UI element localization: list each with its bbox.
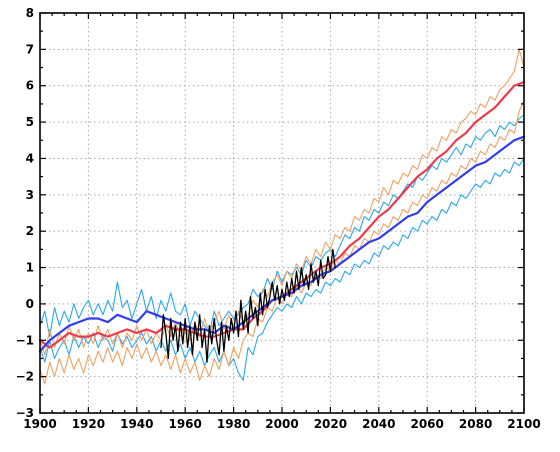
y-tick-label: 4 — [26, 151, 34, 165]
axis-ticks: 1900 1920 1940 1960 1980 2000 2020 2040 2060 2080… — [16, 6, 541, 431]
y-tick-label: 7 — [26, 42, 34, 56]
series-line-7 — [160, 248, 336, 363]
x-tick-label: 2080 — [459, 417, 492, 431]
x-tick-label: 2100 — [507, 417, 540, 431]
x-tick-label: 2020 — [314, 417, 347, 431]
series-line-4 — [39, 99, 525, 385]
x-tick-label: 2000 — [265, 417, 298, 431]
x-tick-label: 1920 — [72, 417, 105, 431]
y-tick-label: 0 — [26, 297, 34, 311]
y-tick-label: −3 — [16, 406, 34, 420]
y-tick-label: 5 — [26, 115, 34, 129]
y-tick-label: 8 — [26, 6, 34, 20]
x-tick-label: 2060 — [410, 417, 443, 431]
grid-lines — [40, 13, 524, 413]
x-tick-label: 1940 — [120, 417, 153, 431]
y-tick-label: 2 — [26, 224, 34, 238]
series-line-6 — [38, 135, 526, 353]
series-line-1 — [39, 114, 525, 338]
y-tick-label: −1 — [16, 333, 34, 347]
y-tick-label: 1 — [26, 261, 34, 275]
y-tick-label: 6 — [26, 79, 34, 93]
series-line-2 — [39, 157, 525, 381]
data-series — [38, 48, 526, 385]
x-tick-label: 1960 — [168, 417, 201, 431]
x-tick-label: 1980 — [217, 417, 250, 431]
x-tick-label: 2040 — [362, 417, 395, 431]
y-tick-label: 3 — [26, 188, 34, 202]
series-line-3 — [39, 48, 525, 356]
x-tick-label: 1900 — [23, 417, 56, 431]
y-tick-label: −2 — [16, 370, 34, 384]
